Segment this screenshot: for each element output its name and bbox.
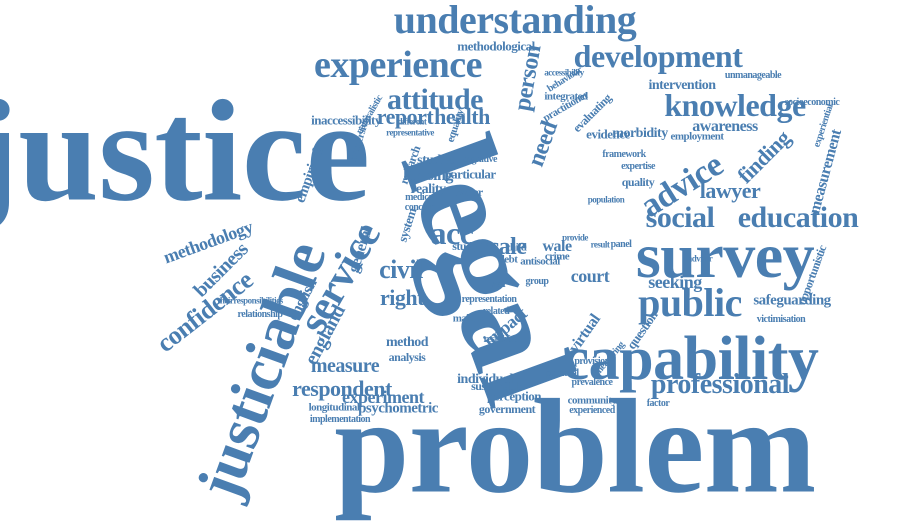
word: relationship [237, 309, 283, 320]
word: lawyer [699, 178, 761, 203]
word: survey [635, 220, 815, 291]
word: government [478, 402, 536, 416]
word: crime [544, 250, 570, 263]
word: provide [562, 232, 588, 243]
word: related [482, 306, 510, 317]
word: framework [602, 149, 646, 160]
word: owner [453, 185, 483, 199]
word: concern [404, 202, 436, 213]
word: social [645, 201, 715, 234]
word: housing [403, 167, 453, 184]
word: justice [0, 71, 370, 232]
word: adviser [687, 253, 713, 264]
word: theirresponsibilities [217, 295, 283, 306]
word: factor [646, 398, 670, 409]
word: particular [444, 166, 496, 182]
word: different [397, 116, 427, 127]
word: seeking [648, 272, 702, 292]
word: morbidity [612, 126, 668, 141]
word: report [376, 104, 434, 129]
word: psychometric [358, 400, 438, 417]
word: finding [732, 125, 796, 189]
word: professional [650, 369, 790, 400]
word: civil [379, 255, 423, 284]
word: integrated [544, 90, 588, 103]
word: representation [461, 294, 517, 305]
word: implementation [309, 414, 371, 425]
word: unmanageable [724, 70, 782, 81]
word: education [737, 201, 859, 234]
word: experiment [342, 387, 424, 407]
word: right [380, 285, 424, 310]
word: inaccessibility [311, 112, 381, 128]
word: group [525, 276, 549, 287]
word: reality [410, 182, 446, 197]
word: potential [545, 368, 579, 379]
word: problem [334, 372, 816, 522]
word: respondent [292, 376, 392, 401]
word: studies [417, 153, 455, 168]
word: response [483, 334, 517, 345]
word: capability [561, 325, 819, 393]
word: wale [542, 238, 572, 255]
word: individual [457, 372, 513, 387]
word: knowledge [664, 87, 806, 123]
word: result [590, 239, 610, 250]
word: awareness [692, 118, 758, 135]
word: provision [574, 356, 610, 367]
word: cognitive [463, 154, 497, 165]
word: longitudinal [308, 401, 360, 414]
word: quality [621, 175, 655, 189]
word: victimisation [756, 314, 806, 325]
word: experienced [569, 405, 615, 416]
word: person [509, 43, 547, 113]
word: methodological [457, 38, 535, 54]
word: attitude [387, 83, 484, 116]
word: socioeconomic [784, 97, 840, 108]
word: evidence [586, 126, 630, 142]
word: study [452, 239, 478, 253]
word: prevalence [571, 377, 613, 388]
word: debt [498, 253, 518, 266]
word: need [522, 117, 564, 171]
word: expertise [621, 161, 655, 172]
word: development [573, 38, 743, 74]
word: health [434, 104, 490, 129]
word: representative [386, 127, 434, 138]
word: scale [479, 234, 527, 260]
word: antisocial [520, 255, 560, 268]
word: experience [313, 44, 483, 86]
word: making [452, 312, 486, 325]
word: population [587, 194, 625, 205]
word: sustainable [471, 379, 523, 393]
word: year [489, 279, 507, 290]
word: court [570, 266, 610, 286]
word: safeguarding [753, 292, 831, 309]
word: intervention [648, 78, 716, 93]
word: analysis [388, 350, 426, 364]
word: acc [430, 215, 474, 251]
word: measure [310, 355, 380, 377]
word: perception [487, 388, 541, 404]
word: public [638, 280, 742, 325]
word: understanding [393, 0, 637, 42]
word: method [385, 335, 429, 350]
word: child [505, 241, 527, 254]
word: community [567, 394, 617, 407]
word: panel [610, 239, 632, 250]
word: medical [405, 192, 435, 203]
word: employment [670, 130, 724, 143]
word: accessibility [544, 67, 584, 78]
